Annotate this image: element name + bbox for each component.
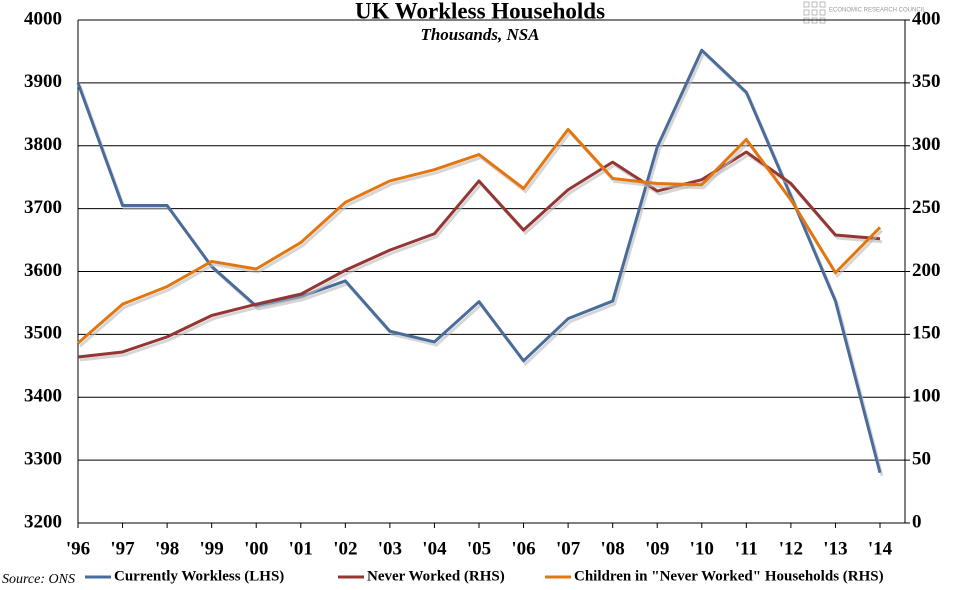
y2-tick-label: 50: [912, 448, 931, 469]
x-tick-label: '01: [289, 538, 313, 559]
y-tick-label: 3400: [24, 386, 62, 407]
y-tick-label: 3600: [24, 260, 62, 281]
series-shadow: [78, 50, 884, 477]
y-tick-label: 3300: [24, 448, 62, 469]
y2-tick-label: 100: [912, 386, 941, 407]
x-tick-label: '98: [155, 538, 179, 559]
x-tick-label: '04: [422, 538, 447, 559]
series-shadow: [79, 153, 883, 362]
legend-label: Children in "Never Worked" Households (R…: [574, 568, 884, 584]
x-tick-label: '00: [244, 538, 268, 559]
y-tick-label: 3500: [24, 323, 62, 344]
series-line: [77, 150, 881, 359]
x-tick-label: '09: [645, 538, 669, 559]
x-tick-label: '02: [333, 538, 357, 559]
x-tick-label: '08: [601, 538, 625, 559]
y-tick-label: 4000: [24, 8, 62, 29]
y-tick-label: 3900: [24, 71, 62, 92]
x-tick-label: '05: [467, 538, 491, 559]
legend-label: Currently Workless (LHS): [114, 568, 284, 584]
y2-tick-label: 300: [912, 134, 941, 155]
y-tick-label: 3800: [24, 134, 62, 155]
y2-tick-label: 200: [912, 260, 941, 281]
y2-tick-label: 400: [912, 8, 941, 29]
y-tick-label: 3700: [24, 197, 62, 218]
y2-tick-label: 0: [912, 511, 922, 532]
x-tick-label: '11: [735, 538, 758, 559]
legend-label: Never Worked (RHS): [367, 568, 505, 584]
chart-title: UK Workless Households: [355, 0, 605, 23]
y2-tick-label: 250: [912, 197, 941, 218]
x-tick-label: '07: [556, 538, 581, 559]
x-tick-label: '10: [690, 538, 714, 559]
brand: ECONOMIC RESEARCH COUNCIL: [829, 8, 926, 14]
x-tick-label: '03: [378, 538, 402, 559]
series-line: [76, 48, 882, 474]
source: Source: ONS: [2, 572, 75, 587]
x-tick-label: '96: [66, 538, 90, 559]
series-line: [77, 127, 882, 345]
x-tick-label: '13: [823, 538, 847, 559]
x-tick-label: '14: [868, 538, 893, 559]
x-tick-label: '99: [200, 538, 224, 559]
x-tick-label: '12: [779, 538, 803, 559]
chart-subtitle: Thousands, NSA: [420, 25, 539, 44]
y2-tick-label: 150: [912, 323, 941, 344]
x-tick-label: '06: [511, 538, 535, 559]
y-tick-label: 3200: [24, 511, 62, 532]
y2-tick-label: 350: [912, 71, 941, 92]
x-tick-label: '97: [110, 538, 135, 559]
